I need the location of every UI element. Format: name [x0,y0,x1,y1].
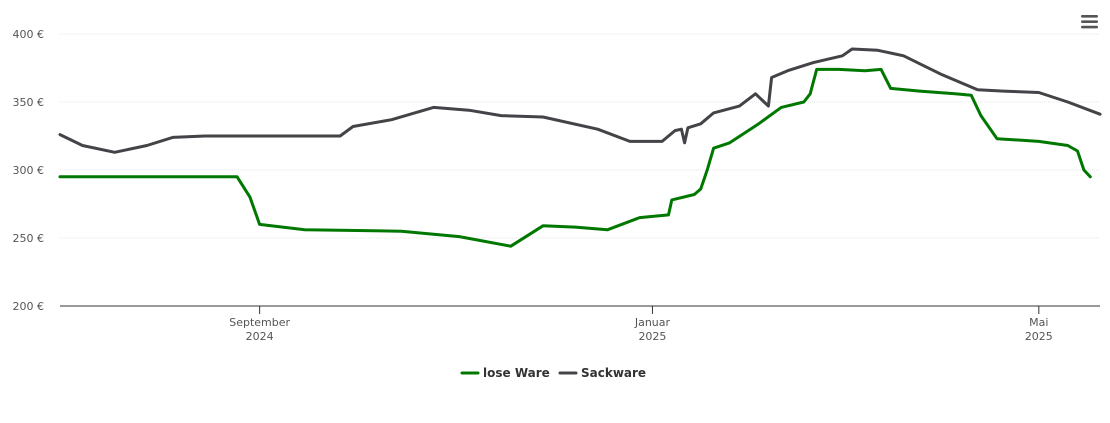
series-line-sackware [58,47,1102,154]
x-tick-year-label: 2025 [1025,330,1053,343]
x-tick-month-label: September [229,316,290,329]
series-lines [58,47,1102,248]
legend-label: Sackware [581,366,646,380]
hamburger-menu-icon[interactable] [1079,13,1101,33]
series-line-lose-ware [58,67,1092,248]
y-tick-label: 250 € [13,232,45,245]
y-tick-label: 300 € [13,164,45,177]
y-axis: 200 € 250 € 300 € 350 € 400 € [13,28,45,313]
x-tick-month-label: Januar [634,316,671,329]
x-tick-year-label: 2025 [638,330,666,343]
y-tick-label: 400 € [13,28,45,41]
y-tick-label: 350 € [13,96,45,109]
legend[interactable]: lose Ware Sackware [460,366,646,380]
x-tick-year-label: 2024 [246,330,274,343]
y-tick-label: 200 € [13,300,45,313]
x-tick-month-label: Mai [1029,316,1048,329]
legend-item-lose-ware[interactable]: lose Ware [460,366,550,380]
legend-label: lose Ware [483,366,550,380]
grid-lines [60,33,1100,239]
legend-item-sackware[interactable]: Sackware [558,366,646,380]
